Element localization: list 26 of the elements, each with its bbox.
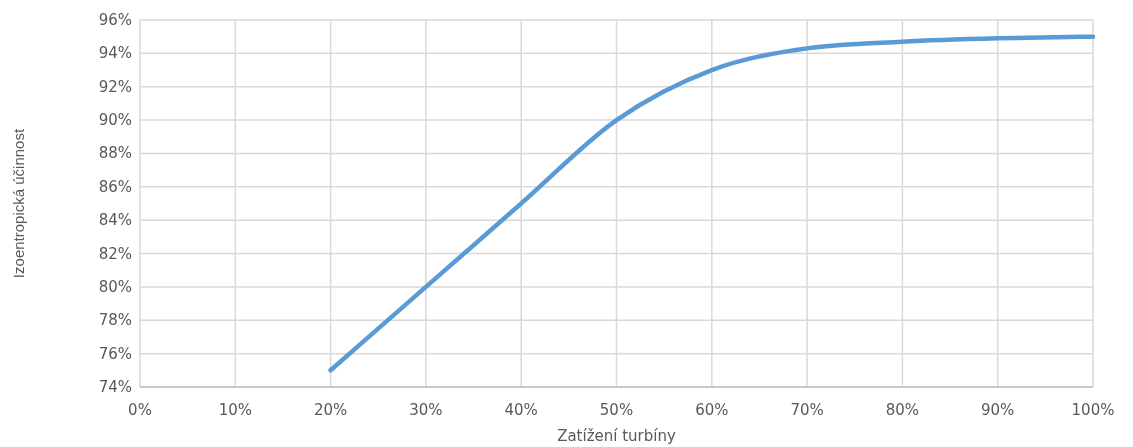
y-tick-label: 76% [98,344,132,363]
x-tick-label: 100% [1071,401,1115,419]
x-tick-label: 30% [409,401,443,419]
y-tick-label: 74% [98,378,132,396]
x-tick-label: 60% [695,401,729,419]
x-tick-label: 90% [981,401,1015,419]
x-tick-label: 10% [218,401,252,419]
y-tick-label: 94% [98,44,132,63]
y-tick-label: 92% [98,77,132,96]
y-tick-label: 84% [98,211,132,230]
y-tick-label: 96% [98,11,132,29]
x-tick-label: 0% [128,401,152,419]
x-tick-label: 20% [313,401,348,419]
x-axis-title: Zatížení turbíny [557,427,676,445]
x-tick-label: 40% [504,401,538,419]
x-tick-label: 80% [885,401,920,419]
y-tick-label: 82% [98,244,132,263]
y-tick-label: 90% [98,111,132,130]
y-tick-label: 78% [98,311,132,330]
line-series [328,34,1096,373]
y-tick-label: 80% [98,277,132,296]
y-axis-title: Izoentropická účinnost [10,128,27,279]
x-tick-label: 50% [599,401,634,419]
y-tick-label: 88% [98,144,132,163]
x-tick-label: 70% [790,401,824,419]
y-tick-label: 86% [98,177,132,196]
